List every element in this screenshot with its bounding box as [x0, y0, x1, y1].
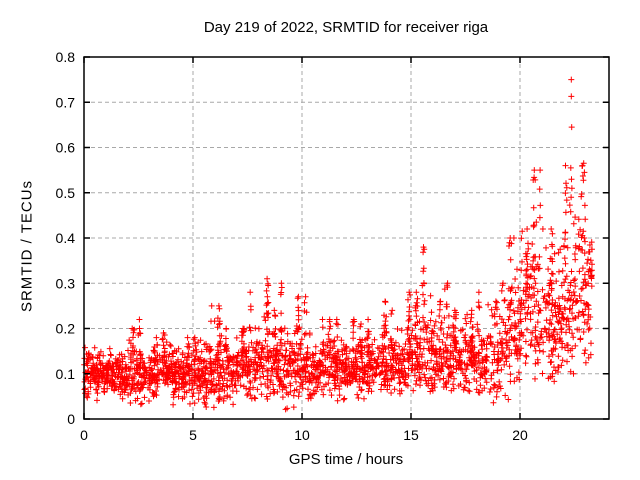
y-tick-label: 0.4 — [56, 230, 76, 246]
x-tick-label: 15 — [403, 427, 419, 443]
scatter-points — [81, 76, 595, 413]
x-tick-label: 0 — [80, 427, 88, 443]
x-tick-label: 20 — [512, 427, 528, 443]
y-tick-label: 0.8 — [56, 49, 76, 65]
y-tick-label: 0.2 — [56, 321, 76, 337]
y-tick-label: 0.3 — [56, 275, 76, 291]
plot-border — [83, 56, 610, 420]
x-axis-label: GPS time / hours — [288, 451, 404, 468]
chart-title: Day 219 of 2022, SRMTID for receiver rig… — [203, 19, 489, 36]
y-tick-label: 0.1 — [56, 366, 76, 382]
y-tick-label: 0.5 — [56, 185, 76, 201]
y-tick-label: 0.7 — [56, 94, 76, 110]
y-axis-label: SRMTID / TECUs — [18, 179, 36, 313]
x-tick-label: 5 — [189, 427, 197, 443]
y-tick-label: 0 — [67, 411, 75, 427]
y-tick-label: 0.6 — [56, 140, 76, 156]
x-tick-label: 10 — [294, 427, 310, 443]
